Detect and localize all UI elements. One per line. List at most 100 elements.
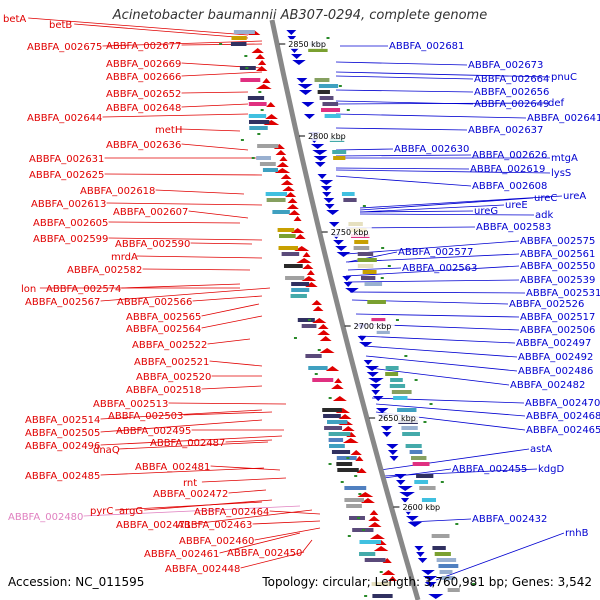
- gene-label-left[interactable]: ABBFA_002625: [29, 170, 104, 181]
- gene-label-right[interactable]: ABBFA_002497: [516, 338, 591, 349]
- gene-label-left[interactable]: ABBFA_002613: [31, 199, 106, 210]
- gene-label-left[interactable]: argG: [119, 506, 143, 517]
- gene-label-left[interactable]: ABBFA_002503: [108, 411, 183, 422]
- gene-label-left[interactable]: ABBFA_002460: [179, 536, 254, 547]
- gene-label-left[interactable]: dnaQ: [93, 445, 120, 456]
- gene-label-left[interactable]: rnt: [183, 478, 197, 489]
- gene-label-right[interactable]: ABBFA_002526: [509, 299, 584, 310]
- gene-label-left[interactable]: ABBFA_002669: [106, 59, 181, 70]
- gene-label-left[interactable]: ABBFA_002605: [33, 218, 108, 229]
- gene-label-left[interactable]: ABBFA_002565: [126, 312, 201, 323]
- gene-label-right[interactable]: ABBFA_002626: [472, 150, 547, 161]
- gene-label-left[interactable]: ABBFA_002566: [117, 297, 192, 308]
- gene-label-left[interactable]: ABBFA_002648: [106, 103, 181, 114]
- gene-label-left[interactable]: ABBFA_002677: [106, 41, 181, 52]
- gene-label-right[interactable]: kdgD: [538, 464, 564, 475]
- gene-label-left[interactable]: ABBFA_002521: [134, 357, 209, 368]
- gene-label-right[interactable]: ABBFA_002577: [398, 247, 473, 258]
- gene-label-right[interactable]: ureE: [505, 200, 528, 211]
- gene-label-left[interactable]: ABBFA_002675: [27, 42, 102, 53]
- gene-label-left[interactable]: ABBFA_002590: [115, 239, 190, 250]
- gene-label-left[interactable]: ABBFA_002666: [106, 72, 181, 83]
- gene-label-left[interactable]: ABBFA_002461: [144, 549, 219, 560]
- gene-label-left[interactable]: ABBFA_002522: [132, 340, 207, 351]
- gene-label-right[interactable]: mtgA: [551, 153, 578, 164]
- gene-label-left[interactable]: ABBFA_002607: [113, 207, 188, 218]
- gene-label-right[interactable]: ABBFA_002575: [520, 236, 595, 247]
- gene-label-right[interactable]: ABBFA_002583: [476, 222, 551, 233]
- gene-label-right[interactable]: ABBFA_002649: [474, 99, 549, 110]
- gene-label-left[interactable]: ABBFA_002450: [227, 548, 302, 559]
- gene-label-right[interactable]: ABBFA_002482: [510, 380, 585, 391]
- gene-label-right[interactable]: ureA: [563, 191, 586, 202]
- gene-label-right[interactable]: ABBFA_002531: [526, 288, 600, 299]
- gene-label-right[interactable]: adk: [535, 210, 553, 221]
- gene-label-left[interactable]: ABBFA_002567: [25, 297, 100, 308]
- gene-label-right[interactable]: ABBFA_002455: [452, 464, 527, 475]
- gene-label-left[interactable]: betA: [3, 14, 26, 25]
- gene-label-left[interactable]: betB: [49, 20, 72, 31]
- gene-label-left[interactable]: ABBFA_002463: [177, 520, 252, 531]
- gene-label-right[interactable]: ABBFA_002608: [472, 181, 547, 192]
- gene-label-left[interactable]: ABBFA_002599: [33, 234, 108, 245]
- gene-label-left[interactable]: ABBFA_002487: [150, 438, 225, 449]
- gene-label-left[interactable]: ABBFA_002495: [116, 426, 191, 437]
- gene-label-right[interactable]: lysS: [551, 168, 571, 179]
- gene-label-left[interactable]: ABBFA_002636: [106, 140, 181, 151]
- annotation-box: [405, 444, 422, 448]
- gene-label-left[interactable]: ABBFA_002505: [25, 428, 100, 439]
- gene-label-right[interactable]: ABBFA_002641: [527, 113, 600, 124]
- gene-label-right[interactable]: ABBFA_002486: [518, 366, 593, 377]
- gene-label-left[interactable]: ABBFA_002464: [194, 507, 269, 518]
- gene-label-left[interactable]: ABBFA_002644: [27, 113, 102, 124]
- gene-label-left[interactable]: ABBFA_002485: [25, 471, 100, 482]
- gene-label-right[interactable]: ABBFA_002517: [520, 312, 595, 323]
- gene-label-right[interactable]: ABBFA_002656: [474, 87, 549, 98]
- gene-label-right[interactable]: pnuC: [551, 72, 577, 83]
- gene-label-left[interactable]: ABBFA_002472: [153, 489, 228, 500]
- gene-label-right[interactable]: ABBFA_002492: [518, 352, 593, 363]
- gene-label-left[interactable]: pyrC: [90, 506, 113, 517]
- gene-label-left[interactable]: metH: [155, 125, 182, 136]
- gene-label-left[interactable]: ABBFA_002582: [67, 265, 142, 276]
- gene-label-right[interactable]: ABBFA_002470: [525, 398, 600, 409]
- gene-label-right[interactable]: ABBFA_002563: [402, 263, 477, 274]
- gene-label-left[interactable]: ABBFA_002514: [25, 415, 100, 426]
- gene-label-right[interactable]: rnhB: [565, 528, 589, 539]
- gene-label-left[interactable]: ABBFA_002520: [136, 372, 211, 383]
- annotation-box: [332, 150, 347, 154]
- gene-label-left[interactable]: ABBFA_002564: [126, 324, 201, 335]
- gene-label-right[interactable]: ABBFA_002619: [470, 164, 545, 175]
- gene-label-left[interactable]: ABBFA_002618: [80, 186, 155, 197]
- gene-label-right[interactable]: ureC: [534, 193, 557, 204]
- gene-label-left[interactable]: mrdA: [111, 252, 138, 263]
- leader-line: [108, 237, 263, 241]
- gene-label-left[interactable]: ABBFA_002574: [46, 284, 121, 295]
- gene-label-left[interactable]: ABBFA_002652: [106, 89, 181, 100]
- gene-label-right[interactable]: ABBFA_002681: [389, 41, 464, 52]
- gene-label-right[interactable]: ABBFA_002664: [474, 74, 549, 85]
- gene-label-left[interactable]: ABBFA_002448: [165, 564, 240, 575]
- gene-label-right[interactable]: ABBFA_002468: [526, 411, 600, 422]
- gene-label-right[interactable]: ABBFA_002561: [520, 249, 595, 260]
- gene-label-right[interactable]: ABBFA_002550: [520, 261, 595, 272]
- gene-label-left[interactable]: ABBFA_002631: [29, 154, 104, 165]
- gene-label-right[interactable]: ABBFA_002506: [520, 325, 595, 336]
- gene-label-left[interactable]: lon: [21, 284, 36, 295]
- gene-label-right[interactable]: astA: [530, 444, 552, 455]
- gene-label-right[interactable]: ABBFA_002673: [468, 60, 543, 71]
- label-leader-lines: [28, 17, 565, 581]
- gene-label-right[interactable]: ABBFA_002432: [472, 514, 547, 525]
- gene-label-left[interactable]: ABBFA_002481: [135, 462, 210, 473]
- gene-label-right[interactable]: def: [548, 98, 565, 109]
- gene-label-left[interactable]: ABBFA_002518: [126, 385, 201, 396]
- gene-label-left[interactable]: ABBFA_002513: [93, 399, 168, 410]
- gene-label-left[interactable]: ABBFA_002480: [8, 512, 83, 523]
- gene-label-left[interactable]: ABBFA_002496: [25, 441, 100, 452]
- gene-label-right[interactable]: ureG: [474, 206, 498, 217]
- gene-label-right[interactable]: ABBFA_002465: [526, 425, 600, 436]
- gene-label-left[interactable]: ABBFA_002471: [116, 520, 191, 531]
- gene-label-right[interactable]: ABBFA_002630: [394, 144, 469, 155]
- gene-label-right[interactable]: ABBFA_002539: [520, 275, 595, 286]
- gene-label-right[interactable]: ABBFA_002637: [468, 125, 543, 136]
